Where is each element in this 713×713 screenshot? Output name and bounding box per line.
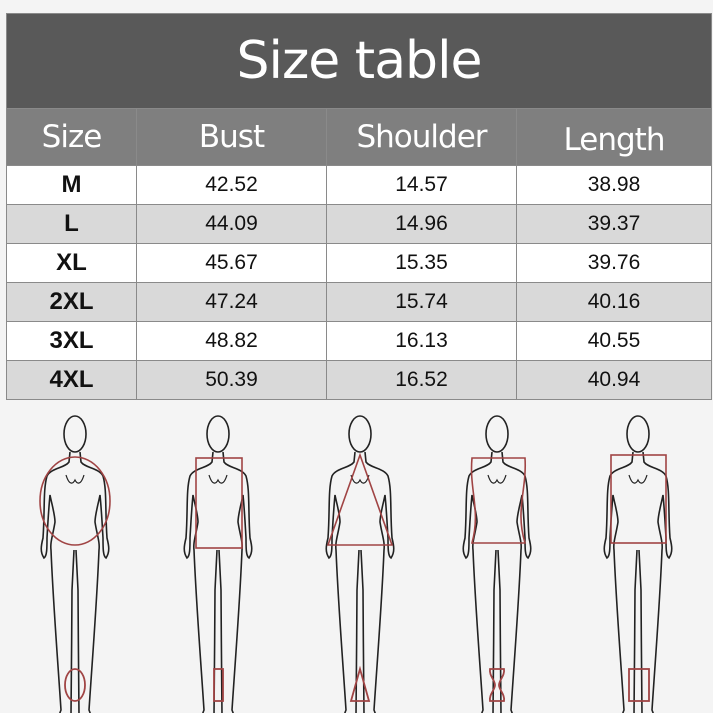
shape-symbol-icon	[489, 668, 505, 702]
shape-symbol-icon	[628, 668, 650, 702]
column-header-bust: Bust	[136, 108, 327, 166]
cell-size: 2XL	[6, 282, 137, 322]
cell-shoulder: 14.96	[326, 204, 517, 244]
cell-length: 40.16	[515, 282, 713, 322]
table-row: 2XL 47.24 15.74 40.16	[6, 282, 713, 322]
cell-size: XL	[6, 243, 137, 283]
body-figure	[604, 416, 672, 713]
table-row: 4XL 50.39 16.52 40.94	[6, 360, 713, 400]
body-figure	[326, 416, 394, 713]
body-figure	[463, 416, 531, 713]
shape-overlay	[39, 456, 111, 546]
cell-shoulder: 16.52	[326, 360, 517, 400]
cell-shoulder: 15.35	[326, 243, 517, 283]
cell-bust: 42.52	[136, 165, 327, 205]
shape-symbol-icon	[213, 668, 224, 702]
cell-size: 4XL	[6, 360, 137, 400]
table-title: Size table	[5, 13, 713, 109]
shape-overlay	[610, 454, 667, 544]
cell-bust: 44.09	[136, 204, 327, 244]
cell-size: 3XL	[6, 321, 137, 361]
cell-bust: 45.67	[136, 243, 327, 283]
column-header-size: Size	[6, 108, 137, 166]
column-header-length: Length	[515, 108, 713, 166]
cell-shoulder: 16.13	[326, 321, 517, 361]
cell-shoulder: 14.57	[326, 165, 517, 205]
table-row: XL 45.67 15.35 39.76	[6, 243, 713, 283]
cell-length: 40.55	[515, 321, 713, 361]
column-header-shoulder: Shoulder	[326, 108, 517, 166]
body-figure	[184, 416, 252, 713]
shape-overlay	[470, 457, 527, 544]
cell-length: 38.98	[515, 165, 713, 205]
cell-bust: 47.24	[136, 282, 327, 322]
shape-overlay	[195, 457, 243, 549]
cell-length: 40.94	[515, 360, 713, 400]
table-row: M 42.52 14.57 38.98	[6, 165, 713, 205]
body-shape-figures	[39, 398, 713, 713]
size-table: Size table Size Bust Shoulder Length M 42…	[5, 13, 713, 400]
cell-length: 39.37	[515, 204, 713, 244]
cell-size: M	[6, 165, 137, 205]
cell-size: L	[6, 204, 137, 244]
body-figure	[39, 416, 111, 713]
table-row: L 44.09 14.96 39.37	[6, 204, 713, 244]
cell-shoulder: 15.74	[326, 282, 517, 322]
shape-symbol-icon	[64, 668, 86, 702]
cell-bust: 48.82	[136, 321, 327, 361]
table-row: 3XL 48.82 16.13 40.55	[6, 321, 713, 361]
cell-length: 39.76	[515, 243, 713, 283]
cell-bust: 50.39	[136, 360, 327, 400]
shape-overlay	[326, 452, 394, 546]
shape-symbol-icon	[349, 665, 371, 702]
